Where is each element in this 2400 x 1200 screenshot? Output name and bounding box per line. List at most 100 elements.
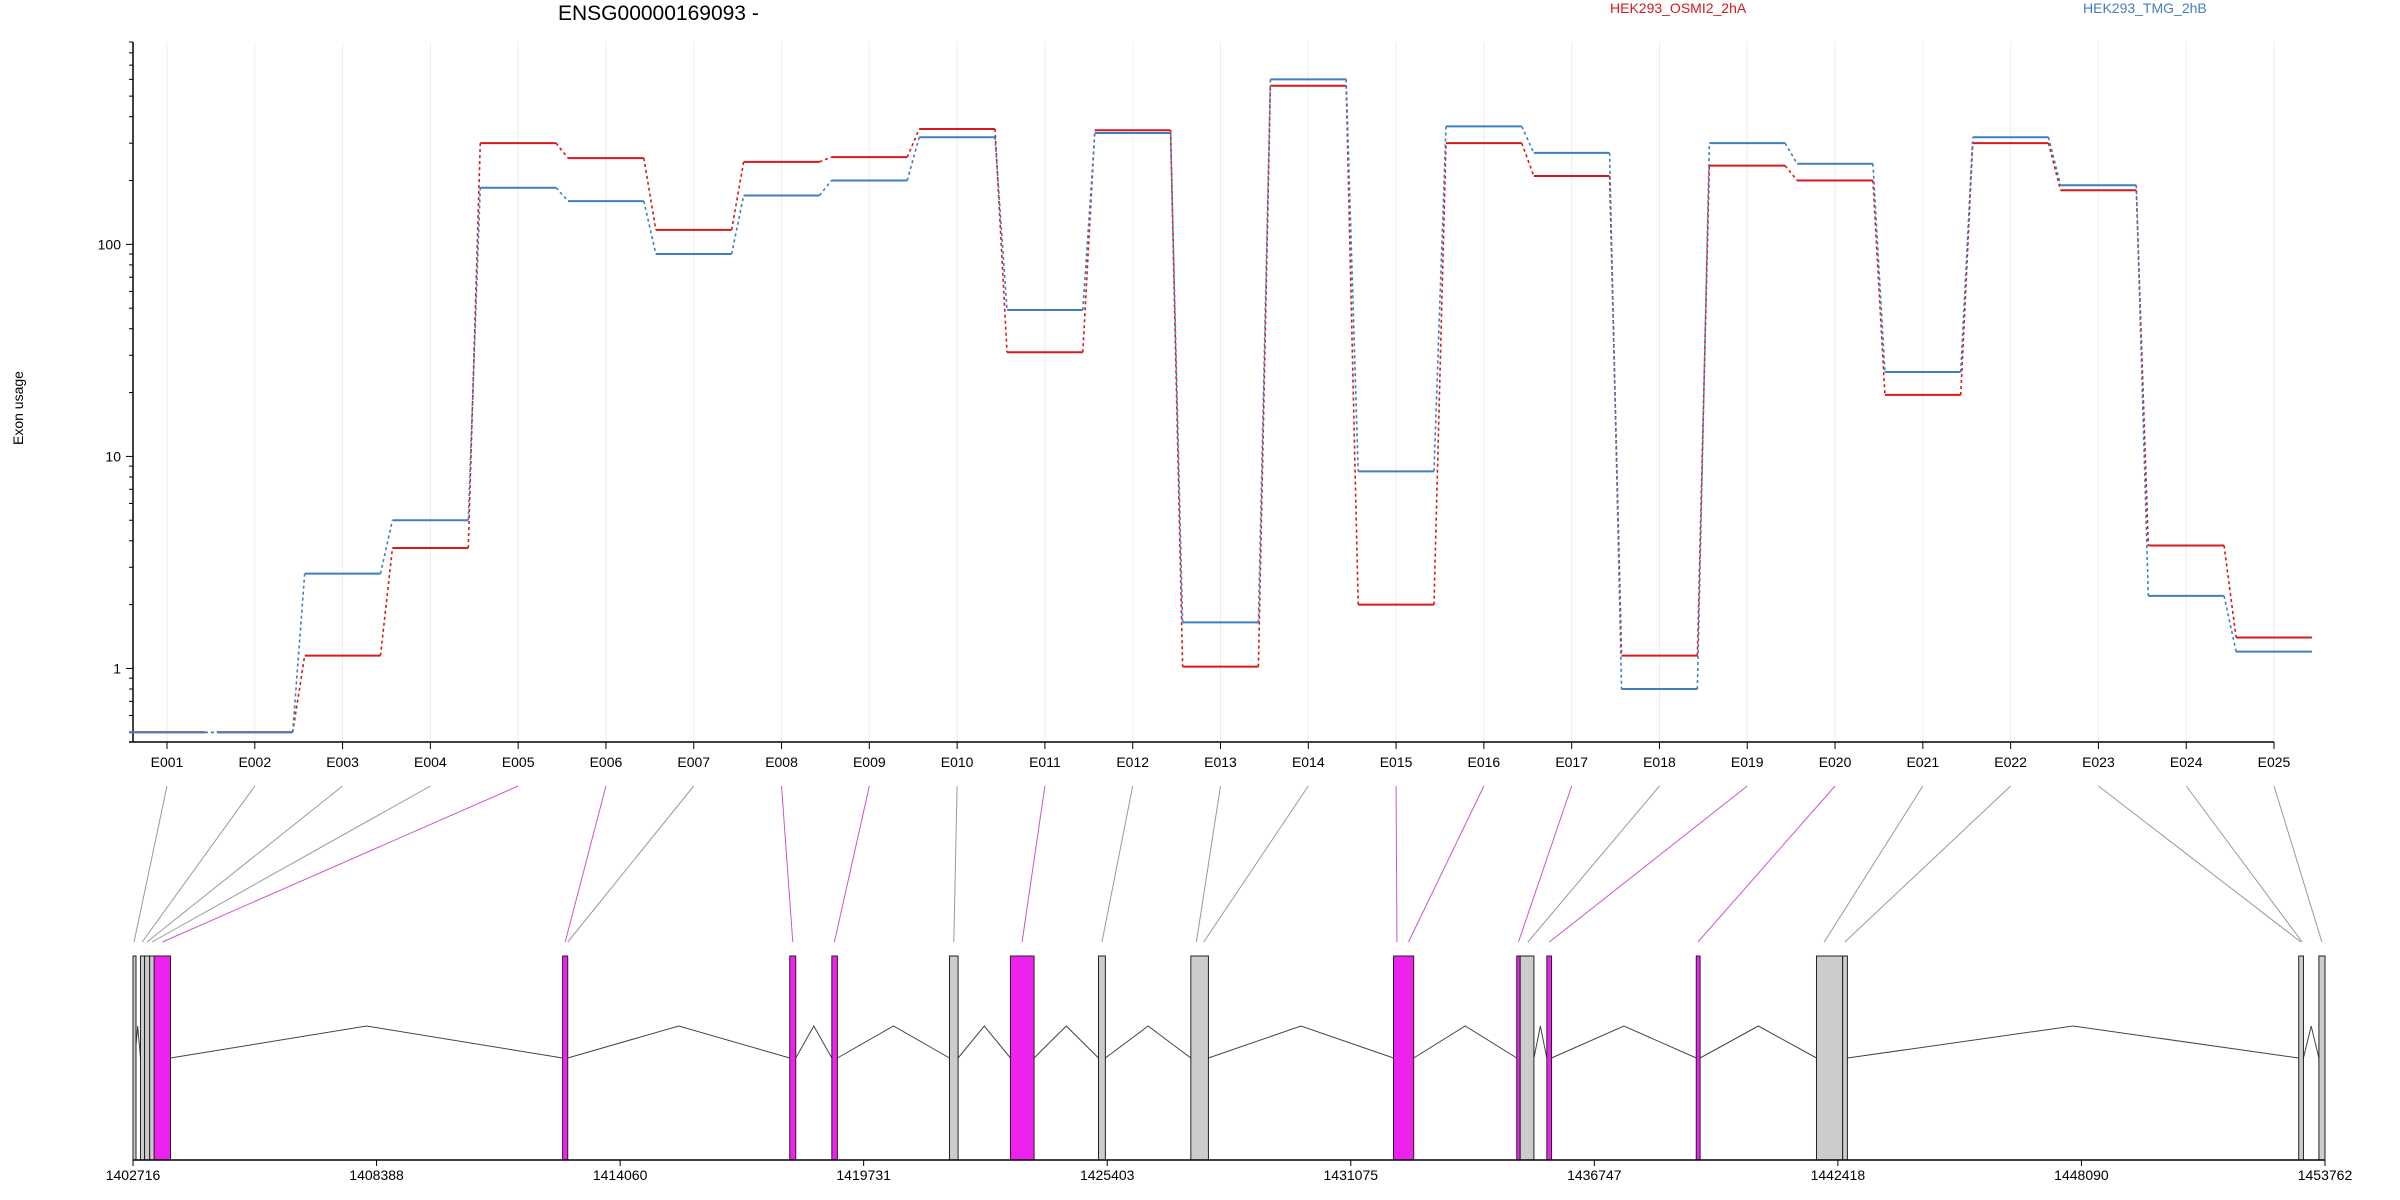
series-osmi-connector xyxy=(730,161,745,231)
intron-line xyxy=(1413,1025,1518,1059)
exon-connector xyxy=(1395,785,1398,943)
exon-box xyxy=(1009,955,1035,1161)
intron-line xyxy=(1847,1025,2299,1059)
exon-box xyxy=(2298,955,2304,1161)
intron-line xyxy=(1033,1025,1099,1059)
x-tick-label: E020 xyxy=(1819,754,1852,770)
intron-line xyxy=(1105,1025,1192,1059)
exon-box xyxy=(1695,955,1701,1161)
exon-box xyxy=(948,955,959,1161)
x-tick-label: E018 xyxy=(1643,754,1676,770)
genomic-tick-label: 1431075 xyxy=(1324,1167,1379,1183)
series-tmg-connector xyxy=(555,187,569,202)
intron-line xyxy=(567,1025,790,1059)
exon-connector xyxy=(1844,785,2011,943)
series-tmg-connector xyxy=(1345,79,1359,472)
intron-line xyxy=(1533,1025,1548,1059)
series-tmg-connector xyxy=(1696,143,1711,690)
series-tmg-connector xyxy=(994,137,1008,311)
series-osmi-connector xyxy=(555,142,569,159)
exon-connector xyxy=(146,785,343,943)
series-tmg-connector xyxy=(643,200,657,255)
chart-title: ENSG00000169093 - xyxy=(558,2,759,25)
series-tmg-connector xyxy=(1433,126,1447,472)
series-osmi-connector xyxy=(1082,130,1096,353)
exon-connector xyxy=(151,785,431,943)
series-osmi-connector xyxy=(643,158,657,231)
exon-connector xyxy=(141,785,256,943)
exon-connector xyxy=(953,785,958,943)
x-tick-label: E013 xyxy=(1204,754,1237,770)
exon-connector xyxy=(133,785,168,943)
intron-line xyxy=(837,1025,950,1059)
legend-entry-tmg: HEK293_TMG_2hB xyxy=(2083,0,2207,16)
intron-line xyxy=(795,1024,833,1059)
series-tmg-connector xyxy=(1784,142,1798,165)
exon-connector xyxy=(1823,785,1924,943)
series-osmi-connector xyxy=(2047,142,2062,191)
x-tick-label: E004 xyxy=(414,754,447,770)
genomic-tick-label: 1436747 xyxy=(1567,1167,1622,1183)
exon-connector xyxy=(2098,785,2302,943)
x-tick-label: E015 xyxy=(1380,754,1413,770)
x-tick-label: E009 xyxy=(853,754,886,770)
y-tick-label: 10 xyxy=(105,448,121,464)
x-tick-label: E001 xyxy=(151,754,184,770)
exon-connector xyxy=(781,785,794,943)
genomic-tick-label: 1419731 xyxy=(836,1167,891,1183)
exon-box xyxy=(1098,955,1106,1161)
series-tmg-connector xyxy=(1082,132,1096,311)
genomic-tick-label: 1442418 xyxy=(1811,1167,1866,1183)
exon-connector xyxy=(1021,785,1046,943)
exon-connector xyxy=(1203,785,1309,943)
series-osmi-connector xyxy=(1433,143,1447,605)
exon-connector xyxy=(567,785,695,943)
exon-connector xyxy=(2185,785,2303,943)
series-osmi-connector xyxy=(1872,180,1886,395)
x-tick-label: E011 xyxy=(1029,754,1061,770)
exon-box xyxy=(2318,955,2326,1161)
series-osmi-connector xyxy=(291,655,306,733)
series-tmg-connector xyxy=(2047,137,2062,186)
x-tick-label: E022 xyxy=(1994,754,2027,770)
series-osmi-connector xyxy=(1696,165,1711,656)
x-tick-label: E021 xyxy=(1906,754,1939,770)
exon-box xyxy=(1516,955,1521,1161)
x-tick-label: E008 xyxy=(765,754,798,770)
series-osmi-connector xyxy=(2135,190,2150,546)
exon-connector xyxy=(1195,785,1221,943)
legend-entry-osmi: HEK293_OSMI2_2hA xyxy=(1610,0,1747,16)
exon-connector xyxy=(1517,785,1573,943)
series-osmi-connector xyxy=(994,128,1008,353)
genomic-tick-label: 1453762 xyxy=(2298,1167,2353,1183)
exon-box xyxy=(1190,955,1209,1161)
x-tick-label: E016 xyxy=(1468,754,1501,770)
exon-connector xyxy=(1527,785,1660,943)
series-tmg-connector xyxy=(1608,152,1623,690)
x-tick-label: E025 xyxy=(2258,754,2291,770)
x-tick-label: E006 xyxy=(590,754,623,770)
series-osmi-connector xyxy=(819,156,832,163)
series-osmi-connector xyxy=(906,128,920,158)
exon-box xyxy=(789,955,797,1161)
intron-line xyxy=(170,1025,563,1059)
series-osmi-connector xyxy=(1608,176,1623,656)
intron-line xyxy=(1551,1025,1697,1059)
exon-connector xyxy=(833,785,870,943)
exon-connector xyxy=(2273,785,2323,943)
exon-connector xyxy=(1101,785,1134,943)
series-tmg-connector xyxy=(730,195,745,255)
exon-box xyxy=(132,955,137,1161)
exon-box xyxy=(831,955,838,1161)
intron-line xyxy=(1699,1025,1817,1059)
genomic-tick-label: 1402716 xyxy=(106,1167,161,1183)
x-tick-label: E002 xyxy=(238,754,271,770)
series-tmg-connector xyxy=(1169,132,1184,623)
exon-box xyxy=(1842,955,1848,1161)
x-tick-label: E017 xyxy=(1555,754,1588,770)
exon-box xyxy=(153,955,172,1161)
exon-box xyxy=(1519,955,1535,1161)
intron-line xyxy=(1208,1025,1394,1059)
series-osmi-connector xyxy=(1521,142,1535,177)
